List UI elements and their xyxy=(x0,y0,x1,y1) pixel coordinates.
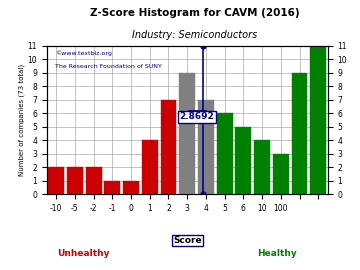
Bar xyxy=(273,154,289,194)
Bar xyxy=(235,127,251,194)
Bar xyxy=(48,167,64,194)
Bar xyxy=(254,140,270,194)
Bar xyxy=(123,181,139,194)
Text: Unhealthy: Unhealthy xyxy=(57,249,109,258)
Text: Z-Score Histogram for CAVM (2016): Z-Score Histogram for CAVM (2016) xyxy=(90,8,299,18)
Bar xyxy=(67,167,83,194)
Text: Industry: Semiconductors: Industry: Semiconductors xyxy=(132,30,257,40)
Bar xyxy=(217,113,233,194)
Text: Score: Score xyxy=(173,236,202,245)
Bar xyxy=(142,140,158,194)
Bar xyxy=(104,181,120,194)
Bar xyxy=(86,167,102,194)
Bar xyxy=(179,73,195,194)
Bar xyxy=(161,100,176,194)
Bar xyxy=(198,100,214,194)
Text: 2.8692: 2.8692 xyxy=(179,112,214,121)
Text: Healthy: Healthy xyxy=(257,249,297,258)
Y-axis label: Number of companies (73 total): Number of companies (73 total) xyxy=(18,64,25,176)
Text: ©www.textbiz.org: ©www.textbiz.org xyxy=(55,50,112,56)
Bar xyxy=(310,46,326,194)
Bar xyxy=(292,73,307,194)
Text: The Research Foundation of SUNY: The Research Foundation of SUNY xyxy=(55,64,162,69)
